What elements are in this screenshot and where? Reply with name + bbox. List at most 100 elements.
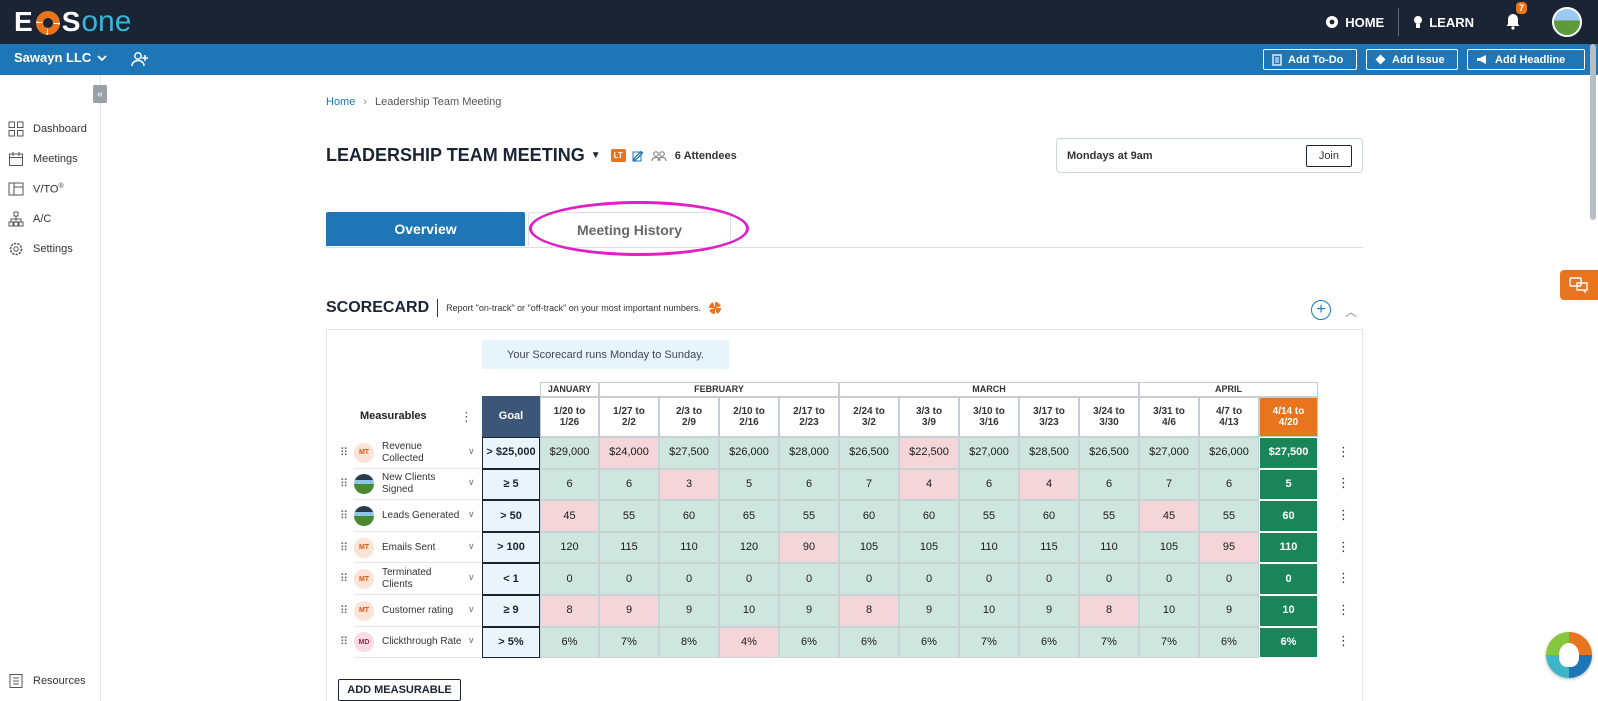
- row-menu-icon[interactable]: ⋮: [1337, 443, 1350, 459]
- chevron-down-icon[interactable]: ∨: [468, 509, 475, 519]
- score-cell[interactable]: 6%: [839, 626, 899, 659]
- week-header[interactable]: 2/17 to 2/23: [779, 397, 839, 437]
- owner-avatar[interactable]: [354, 506, 374, 526]
- score-cell[interactable]: $28,500: [1019, 437, 1079, 469]
- goal-cell[interactable]: ≥ 9: [482, 595, 540, 627]
- edit-icon[interactable]: [632, 149, 645, 162]
- owner-avatar[interactable]: MT: [354, 442, 374, 463]
- sidebar-item-vto[interactable]: V/TO®: [8, 181, 64, 197]
- measurable-name[interactable]: Terminated Clients: [382, 567, 470, 591]
- collapse-scorecard-chevron-icon[interactable]: ︿: [1345, 305, 1358, 319]
- score-cell[interactable]: 9: [599, 595, 659, 627]
- score-cell[interactable]: 115: [599, 531, 659, 564]
- score-cell[interactable]: 7: [1139, 468, 1199, 501]
- week-header[interactable]: 3/17 to 3/23: [1019, 397, 1079, 437]
- chevron-down-icon[interactable]: ∨: [468, 445, 475, 456]
- measurable-name[interactable]: Clickthrough Rate: [382, 636, 470, 648]
- drag-handle-icon[interactable]: ⠿: [340, 541, 348, 554]
- score-cell[interactable]: 4: [899, 468, 959, 501]
- score-cell[interactable]: 8: [1079, 595, 1139, 627]
- score-cell[interactable]: 9: [1199, 595, 1259, 627]
- row-menu-icon[interactable]: ⋮: [1337, 538, 1350, 554]
- score-cell[interactable]: 45: [540, 500, 599, 532]
- score-cell[interactable]: $22,500: [899, 437, 959, 469]
- tab-meeting-history[interactable]: Meeting History: [528, 212, 731, 246]
- score-cell[interactable]: 4: [1019, 468, 1079, 501]
- week-header[interactable]: 3/24 to 3/30: [1079, 397, 1139, 437]
- score-cell[interactable]: 0: [1259, 563, 1318, 595]
- score-cell[interactable]: 6: [599, 468, 659, 501]
- notifications-button[interactable]: 7: [1504, 2, 1528, 32]
- help-lightbulb-icon[interactable]: [1546, 632, 1592, 678]
- score-cell[interactable]: 8%: [659, 626, 719, 659]
- score-cell[interactable]: $26,000: [1199, 437, 1259, 469]
- score-cell[interactable]: 55: [959, 500, 1019, 532]
- goal-cell[interactable]: > 5%: [482, 626, 540, 659]
- score-cell[interactable]: 0: [1199, 563, 1259, 595]
- score-cell[interactable]: 0: [1079, 563, 1139, 595]
- score-cell[interactable]: 7%: [599, 626, 659, 659]
- score-cell[interactable]: $27,500: [659, 437, 719, 469]
- score-cell[interactable]: 105: [839, 531, 899, 564]
- score-cell[interactable]: $29,000: [540, 437, 599, 469]
- score-cell[interactable]: 0: [899, 563, 959, 595]
- goal-cell[interactable]: < 1: [482, 563, 540, 595]
- score-cell[interactable]: 6%: [779, 626, 839, 659]
- drag-handle-icon[interactable]: ⠿: [340, 446, 348, 459]
- score-cell[interactable]: 55: [1199, 500, 1259, 532]
- score-cell[interactable]: 7%: [959, 626, 1019, 659]
- drag-handle-icon[interactable]: ⠿: [340, 604, 348, 617]
- score-cell[interactable]: 4%: [719, 626, 779, 659]
- score-cell[interactable]: 60: [839, 500, 899, 532]
- score-cell[interactable]: $26,500: [1079, 437, 1139, 469]
- sidebar-item-meetings[interactable]: Meetings: [8, 151, 78, 167]
- goal-cell[interactable]: > 50: [482, 500, 540, 532]
- owner-avatar[interactable]: MD: [354, 632, 374, 653]
- week-header[interactable]: 2/10 to 2/16: [719, 397, 779, 437]
- score-cell[interactable]: $27,000: [959, 437, 1019, 469]
- join-button[interactable]: Join: [1305, 144, 1352, 167]
- score-cell[interactable]: 110: [1259, 531, 1318, 564]
- week-header[interactable]: 1/20 to 1/26: [540, 397, 599, 437]
- add-headline-button[interactable]: Add Headline: [1467, 49, 1585, 70]
- owner-avatar[interactable]: MT: [354, 600, 374, 621]
- sidebar-item-resources[interactable]: Resources: [8, 673, 86, 689]
- score-cell[interactable]: 8: [540, 595, 599, 627]
- row-menu-icon[interactable]: ⋮: [1337, 633, 1350, 649]
- score-cell[interactable]: 10: [959, 595, 1019, 627]
- week-header[interactable]: 2/24 to 3/2: [839, 397, 899, 437]
- score-cell[interactable]: 9: [779, 595, 839, 627]
- score-cell[interactable]: 55: [779, 500, 839, 532]
- score-cell[interactable]: 6%: [899, 626, 959, 659]
- score-cell[interactable]: 7%: [1139, 626, 1199, 659]
- row-menu-icon[interactable]: ⋮: [1337, 601, 1350, 617]
- collapse-sidebar-button[interactable]: «: [93, 85, 107, 103]
- week-header[interactable]: 3/10 to 3/16: [959, 397, 1019, 437]
- score-cell[interactable]: 6%: [540, 626, 599, 659]
- week-header[interactable]: 3/3 to 3/9: [899, 397, 959, 437]
- score-cell[interactable]: 120: [719, 531, 779, 564]
- measurable-name[interactable]: Leads Generated: [382, 510, 470, 522]
- score-cell[interactable]: 7: [839, 468, 899, 501]
- score-cell[interactable]: 3: [659, 468, 719, 501]
- score-cell[interactable]: 10: [719, 595, 779, 627]
- add-user-icon[interactable]: [131, 51, 149, 67]
- score-cell[interactable]: 0: [659, 563, 719, 595]
- score-cell[interactable]: 55: [1079, 500, 1139, 532]
- score-cell[interactable]: 6%: [1259, 626, 1318, 659]
- score-cell[interactable]: 0: [599, 563, 659, 595]
- measurables-menu-icon[interactable]: ⋮: [460, 409, 473, 424]
- score-cell[interactable]: 10: [1259, 595, 1318, 627]
- chevron-down-icon[interactable]: ∨: [468, 477, 475, 488]
- score-cell[interactable]: 60: [1259, 500, 1318, 532]
- drag-handle-icon[interactable]: ⠿: [340, 510, 348, 522]
- chevron-down-icon[interactable]: ∨: [468, 572, 475, 583]
- score-cell[interactable]: 5: [719, 468, 779, 501]
- drag-handle-icon[interactable]: ⠿: [340, 573, 348, 586]
- sidebar-item-ac[interactable]: A/C: [8, 211, 51, 227]
- score-cell[interactable]: 95: [1199, 531, 1259, 564]
- drag-handle-icon[interactable]: ⠿: [340, 478, 348, 491]
- add-todo-button[interactable]: Add To-Do: [1263, 49, 1357, 70]
- attendees-count[interactable]: 6 Attendees: [674, 149, 737, 162]
- score-cell[interactable]: 8: [839, 595, 899, 627]
